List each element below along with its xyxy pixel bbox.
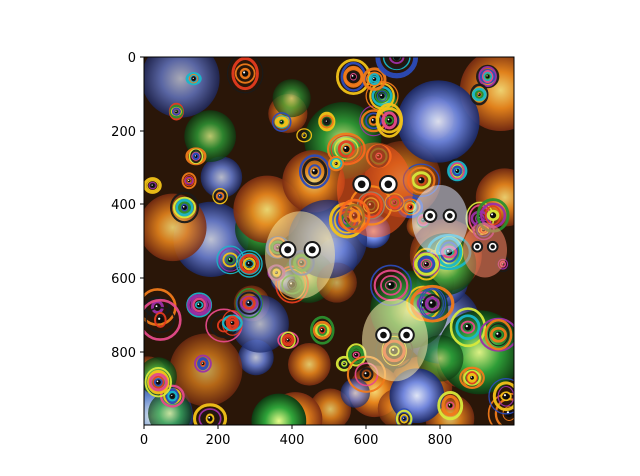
x-tick-label: 800 [428,433,453,448]
swirl-spot [221,310,243,336]
swirl-spot [212,187,228,205]
swirl-spot [309,315,335,345]
swirl-spot [478,317,514,352]
swirl-spot [235,288,263,319]
swirl-spot [226,57,264,94]
swirl-spot [476,64,500,89]
swirl-spot [328,155,345,172]
swirl-spot [181,172,197,190]
swirl-spot [235,249,263,278]
texture-blob [144,193,207,262]
y-tick-label: 200 [111,125,136,140]
x-tick-label: 0 [140,433,148,448]
swirl-spot [449,307,487,348]
swirl-spot [186,292,213,318]
x-tick-label: 400 [280,433,305,448]
swirl-spot [185,72,202,86]
texture-blob [272,79,311,118]
deep-dream-image [144,57,514,425]
swirl-spot [459,366,485,389]
swirl-spot [362,67,387,91]
swirl-spot [395,408,413,425]
texture-blob [417,335,464,382]
face-shape [265,211,335,299]
swirl-spot [277,331,299,349]
texture-blob [397,80,480,163]
swirl-spot [445,158,469,184]
x-tick-label: 200 [206,433,231,448]
texture-blob [340,378,370,408]
swirl-spot [194,354,212,373]
swirl-spot [375,102,404,138]
swirl-spot [296,128,313,143]
swirl-spot [298,154,331,189]
face-shape [463,222,507,278]
axes-frame [143,56,515,426]
swirl-spot [470,83,489,106]
y-tick-label: 600 [111,272,136,287]
swirl-spot [185,147,207,166]
x-tick-label: 600 [354,433,379,448]
y-tick-label: 800 [111,346,136,361]
swirl-spot [318,111,336,132]
swirl-spot [410,284,455,323]
y-axis: 0 200 400 600 800 [111,51,144,361]
swirl-spot [144,366,172,398]
face-shape [412,185,468,255]
y-tick-label: 400 [111,198,136,213]
texture-blob [251,393,307,425]
swirl-spot [144,177,162,194]
texture-blob [169,333,243,407]
swirl-spot [437,390,464,421]
swirl-spot [144,298,182,341]
swirl-spot [168,102,184,121]
texture-blob [288,343,331,386]
x-axis: 0 200 400 600 800 [140,425,453,448]
swirl-spot [192,403,228,425]
swirl-spot [169,191,200,224]
swirl-spot [271,112,292,132]
swirl-spot [412,247,441,281]
texture-blob [148,391,192,425]
texture-blob [144,57,220,118]
texture-blob [200,156,243,199]
face-shape [362,298,428,382]
face-shape [337,142,413,238]
y-tick-label: 0 [128,51,136,66]
swirl-spot [488,378,514,415]
